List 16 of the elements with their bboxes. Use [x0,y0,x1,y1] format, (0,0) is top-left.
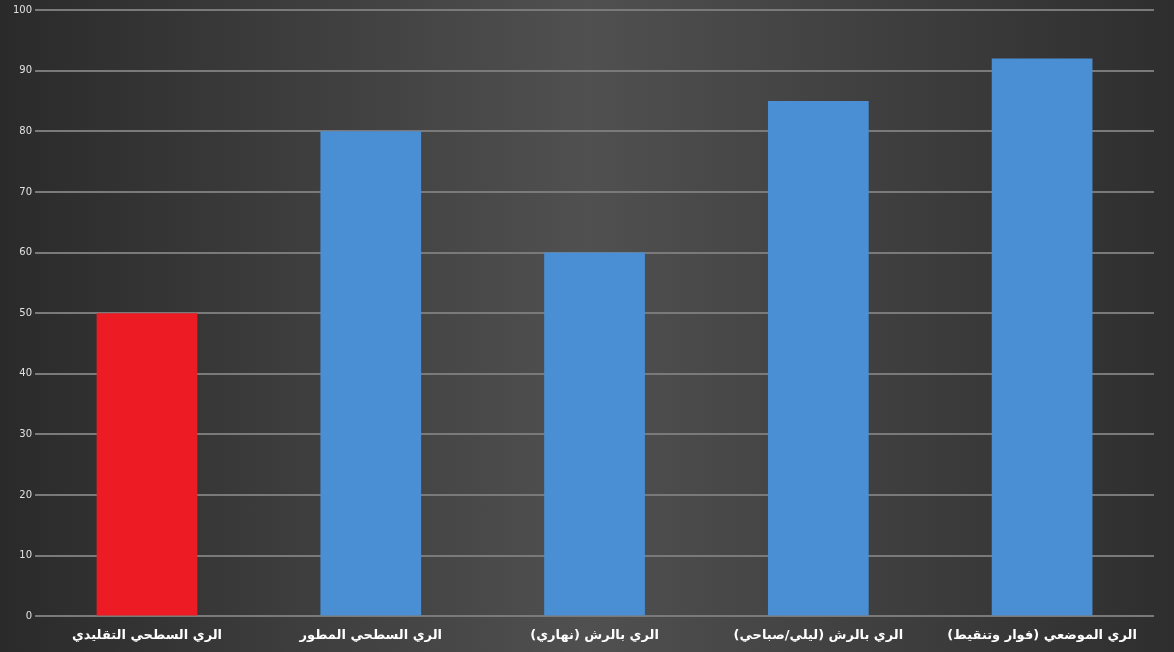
y-tick-label: 50 [19,306,33,318]
y-tick-label: 80 [19,124,33,136]
y-tick-label: 70 [19,185,33,197]
x-tick-label: الري السطحي المطور [298,626,443,642]
y-tick-label: 20 [19,488,33,500]
x-tick-label: الري بالرش (ليلي/صباحي) [733,626,904,642]
y-tick-label: 30 [19,428,33,440]
x-tick-label: الري السطحي التقليدي [71,626,223,642]
y-tick-label: 60 [19,246,33,258]
x-tick-label: الري الموضعي (فوار وتنقيط) [947,626,1137,642]
y-tick-label: 0 [25,609,33,621]
y-tick-label: 100 [12,3,33,15]
y-tick-label: 90 [19,64,33,76]
x-tick-label: الري بالرش (نهاري) [530,626,659,642]
y-tick-label: 40 [19,367,33,379]
y-tick-label: 10 [19,549,33,561]
